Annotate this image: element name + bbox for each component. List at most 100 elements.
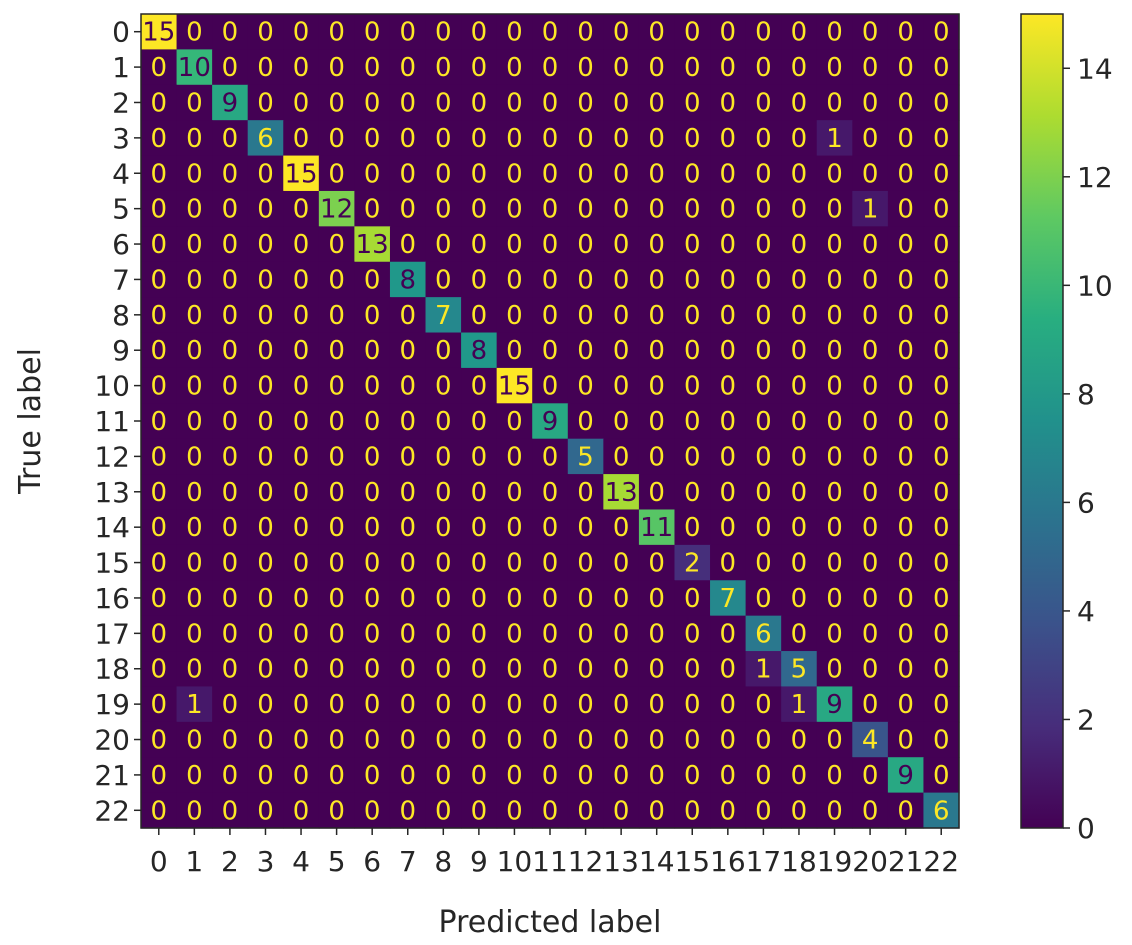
heatmap-cell: [212, 226, 249, 263]
cell-value-label: 0: [257, 549, 274, 579]
cell-value-label: 0: [791, 549, 808, 579]
heatmap-cell: [461, 226, 498, 263]
cell-value-label: 0: [328, 478, 345, 508]
cell-value-label: 0: [648, 159, 665, 189]
heatmap-cell: [674, 509, 711, 546]
heatmap-cell: [887, 721, 925, 758]
heatmap-cell: [567, 49, 604, 86]
cell-value-label: 0: [364, 53, 381, 83]
heatmap-cell: [532, 84, 569, 121]
heatmap-cell: [710, 14, 747, 50]
cell-value-label: 0: [755, 18, 772, 48]
cell-value-label: 0: [613, 690, 630, 720]
heatmap-cell: [674, 651, 711, 688]
heatmap-cell: [638, 686, 676, 723]
heatmap-cell: [532, 226, 569, 263]
heatmap-cell: [603, 190, 640, 227]
x-tick-label: 14: [639, 845, 675, 878]
x-tick-label: 13: [603, 845, 639, 878]
cell-value-label: 0: [897, 301, 914, 331]
y-tick-label: 5: [112, 193, 130, 226]
heatmap-cell: [141, 332, 178, 369]
cell-value-label: 0: [755, 549, 772, 579]
cell-value-label: 0: [755, 159, 772, 189]
cell-value-label: 0: [684, 726, 701, 756]
cell-value-label: 0: [933, 53, 950, 83]
heatmap-cell: [923, 615, 960, 652]
cell-value-label: 0: [471, 442, 488, 472]
cell-value-label: 0: [506, 442, 523, 472]
cell-value-label: 0: [399, 336, 416, 366]
cell-value-label: 0: [222, 230, 239, 260]
cell-value-label: 0: [826, 159, 843, 189]
heatmap-cell: [496, 190, 533, 227]
cell-value-label: 0: [933, 372, 950, 402]
cell-value-label: 0: [435, 230, 452, 260]
cell-value-label: 0: [542, 53, 559, 83]
heatmap-cell: [567, 580, 604, 617]
cell-value-label: 0: [506, 18, 523, 48]
heatmap-cell: [816, 580, 853, 617]
cell-value-label: 0: [933, 301, 950, 331]
heatmap-cell: [354, 615, 391, 652]
heatmap-cell: [176, 792, 213, 829]
cell-value-label: 0: [542, 336, 559, 366]
heatmap-cell: [745, 792, 782, 829]
cell-value-label: 0: [542, 761, 559, 791]
cell-value-label: 0: [471, 124, 488, 154]
cell-value-label: 0: [222, 796, 239, 826]
heatmap-cell: [212, 474, 249, 511]
cell-value-label: 0: [506, 53, 523, 83]
heatmap-cell: [176, 721, 213, 758]
x-tick-label: 6: [363, 845, 381, 878]
heatmap-cell: [710, 49, 747, 86]
heatmap-cell: [710, 84, 747, 121]
cell-value-label: 0: [648, 88, 665, 118]
heatmap-cell: [141, 474, 178, 511]
heatmap-cell: [318, 757, 355, 794]
cell-value-label: 0: [293, 726, 310, 756]
cell-value-label: 8: [399, 265, 416, 295]
cell-value-label: 0: [506, 796, 523, 826]
heatmap-cell: [354, 438, 391, 475]
cell-value-label: 15: [142, 18, 175, 48]
heatmap-cell: [141, 14, 178, 50]
cell-value-label: 0: [826, 18, 843, 48]
heatmap-cell: [674, 544, 711, 581]
cell-value-label: 0: [684, 265, 701, 295]
cell-value-label: 0: [577, 549, 594, 579]
cell-value-label: 0: [435, 619, 452, 649]
heatmap-cell: [745, 544, 782, 581]
heatmap-cell: [247, 261, 284, 298]
cell-value-label: 0: [613, 230, 630, 260]
cell-value-label: 0: [542, 372, 559, 402]
heatmap-cell: [461, 757, 498, 794]
cell-value-label: 0: [577, 230, 594, 260]
heatmap-cell: [816, 190, 853, 227]
heatmap-cell: [283, 509, 320, 546]
cell-value-label: 0: [720, 690, 737, 720]
heatmap-cell: [603, 686, 640, 723]
heatmap-cell: [496, 580, 533, 617]
colorbar-tick-label: 6: [1077, 486, 1095, 519]
heatmap-cell: [212, 14, 249, 50]
heatmap-cell: [638, 297, 676, 334]
heatmap-cell: [141, 226, 178, 263]
heatmap-cell: [283, 615, 320, 652]
cell-value-label: 0: [648, 478, 665, 508]
heatmap-cell: [710, 332, 747, 369]
heatmap-cell: [567, 120, 604, 157]
heatmap-cell: [603, 615, 640, 652]
cell-value-label: 0: [862, 655, 879, 685]
heatmap-cell: [674, 580, 711, 617]
heatmap-cell: [318, 509, 355, 546]
heatmap-cell: [318, 84, 355, 121]
cell-value-label: 0: [542, 619, 559, 649]
cell-value-label: 0: [435, 372, 452, 402]
cell-value-label: 0: [435, 584, 452, 614]
heatmap-cell: [816, 757, 853, 794]
cell-value-label: 0: [471, 655, 488, 685]
cell-value-label: 0: [720, 407, 737, 437]
colorbar-tick-label: 10: [1077, 269, 1113, 302]
heatmap-cell: [710, 615, 747, 652]
